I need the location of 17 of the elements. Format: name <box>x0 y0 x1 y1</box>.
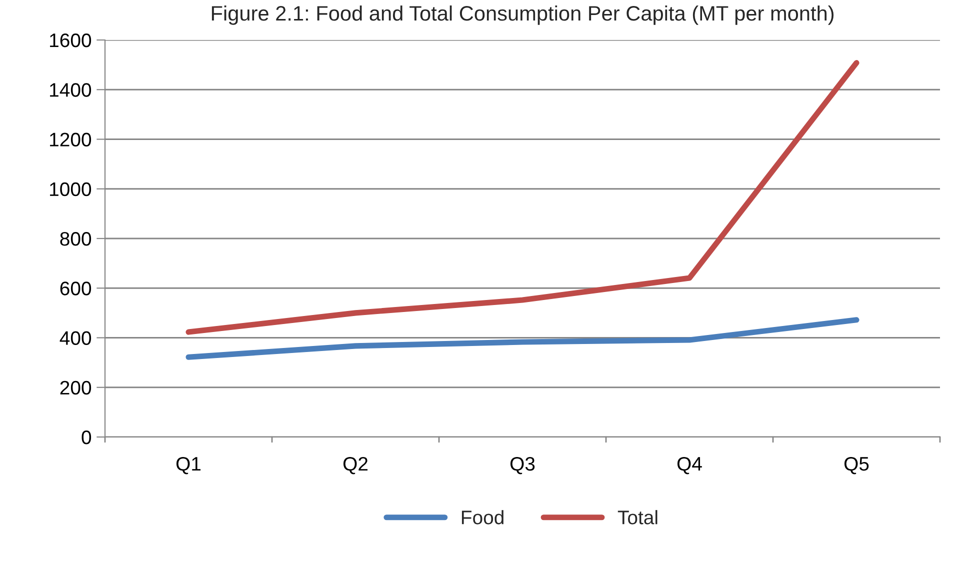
x-tick-label: Q1 <box>176 456 201 474</box>
chart-title: Figure 2.1: Food and Total Consumption Per Capita (MT per month) <box>212 5 834 25</box>
y-tick-label: 200 <box>60 380 92 395</box>
legend-label: Food <box>462 510 504 524</box>
y-tick-label: 600 <box>60 282 92 296</box>
y-tick-label: 1600 <box>50 33 92 48</box>
y-tick-label: 400 <box>60 331 92 345</box>
y-tick-label: 1200 <box>50 132 92 146</box>
y-tick-label: 1400 <box>50 83 92 97</box>
x-tick-label: Q5 <box>844 456 869 474</box>
x-tick-label: Q3 <box>510 456 535 474</box>
x-tick-label: Q4 <box>677 456 702 474</box>
x-tick-label: Q2 <box>343 456 368 474</box>
y-tick-label: 1000 <box>50 182 92 196</box>
y-tick-label: 0 <box>82 430 92 444</box>
legend-label: Total <box>618 510 658 524</box>
y-tick-label: 800 <box>60 232 92 246</box>
